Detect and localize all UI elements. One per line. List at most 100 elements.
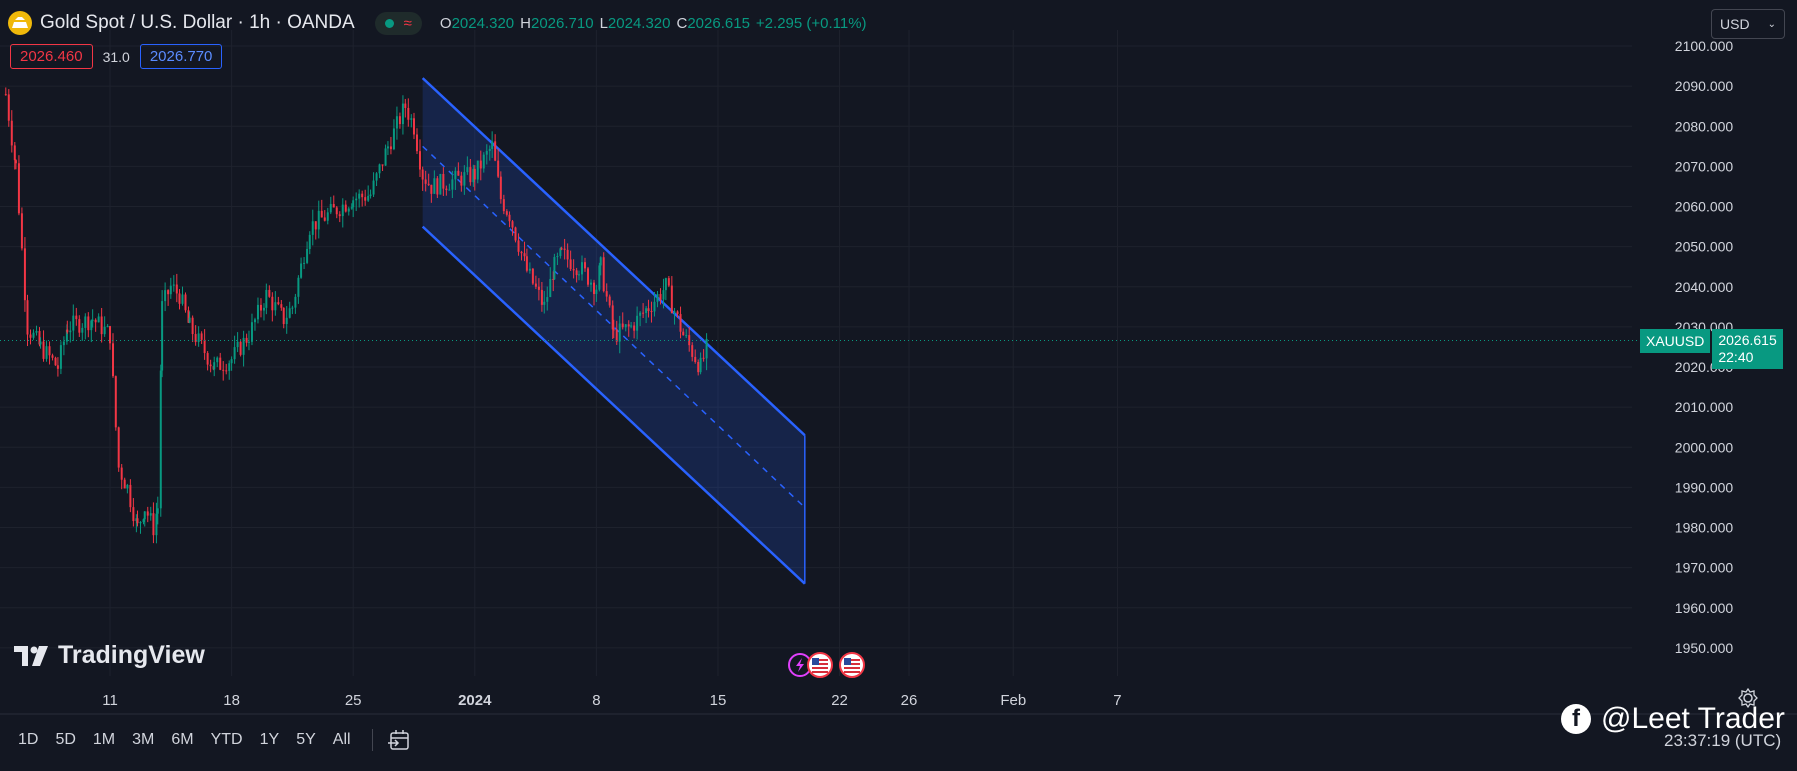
- candle-body: [62, 341, 65, 346]
- candle-body: [250, 322, 253, 342]
- candle-body: [682, 331, 685, 336]
- gear-icon[interactable]: [1737, 687, 1759, 709]
- tf-ytd-button[interactable]: YTD: [210, 731, 243, 748]
- candle-body: [418, 151, 421, 170]
- candle-body: [702, 357, 705, 359]
- candle-body: [291, 307, 294, 309]
- candle-body: [534, 283, 537, 287]
- candle-body: [367, 195, 370, 201]
- x-tick-label: 26: [901, 692, 918, 709]
- candle-body: [120, 467, 123, 480]
- candle-body: [491, 141, 494, 149]
- tf-5d-button[interactable]: 5D: [55, 731, 76, 748]
- trade-prices: 2026.460 31.0 2026.770: [10, 44, 223, 69]
- candle-body: [410, 118, 413, 120]
- candle-body: [103, 326, 106, 335]
- tf-6m-button[interactable]: 6M: [171, 731, 194, 748]
- candle-body: [347, 208, 350, 212]
- date-range-icon[interactable]: [387, 728, 411, 752]
- candle-body: [598, 265, 601, 290]
- price-tag-countdown: 22:40: [1718, 349, 1754, 365]
- candle-body: [615, 329, 618, 342]
- candle-body: [630, 325, 633, 327]
- candle-body: [656, 294, 659, 302]
- candle-body: [219, 357, 222, 370]
- candle-body: [320, 210, 323, 218]
- close-value: 2026.615: [687, 14, 750, 32]
- watermark-text: @Leet Trader: [1601, 702, 1785, 735]
- candle-body: [146, 511, 149, 516]
- candle-body: [280, 304, 283, 308]
- us-flag-icon[interactable]: [839, 652, 865, 678]
- tf-all-button[interactable]: All: [332, 731, 351, 748]
- utc-clock[interactable]: 23:37:19 (UTC): [1664, 731, 1782, 750]
- candle-body: [508, 214, 511, 222]
- candle-body: [664, 278, 667, 291]
- tf-1m-button[interactable]: 1M: [92, 731, 116, 748]
- candle-body: [502, 199, 505, 212]
- candle-body: [566, 249, 569, 260]
- candle-body: [427, 183, 430, 185]
- symbol-title[interactable]: Gold Spot / U.S. Dollar · 1h · OANDA: [40, 12, 355, 33]
- candle-body: [87, 316, 90, 331]
- candle-body: [277, 302, 280, 305]
- gold-symbol-icon[interactable]: [8, 11, 32, 35]
- last-price-tag: XAUUSD 2026.615 22:40: [1640, 329, 1783, 369]
- candle-body: [253, 319, 256, 323]
- tf-1d-button[interactable]: 1D: [18, 731, 39, 748]
- candle-body: [91, 319, 94, 321]
- candle-body: [311, 221, 314, 235]
- candle-body: [559, 248, 562, 257]
- tf-1y-button[interactable]: 1Y: [259, 731, 280, 748]
- candle-body: [172, 284, 175, 286]
- market-status-pill[interactable]: ≈: [374, 11, 422, 35]
- candle-body: [239, 341, 242, 355]
- candle-body: [642, 312, 645, 314]
- price-tag-price: 2026.615: [1718, 332, 1777, 348]
- candle-body: [297, 277, 300, 297]
- currency-select[interactable]: USD ⌄: [1711, 9, 1785, 39]
- candle-body: [673, 311, 676, 314]
- candle-body: [457, 170, 460, 176]
- candle-body: [169, 285, 172, 295]
- candle-body: [694, 356, 697, 363]
- candle-body: [245, 337, 248, 343]
- tradingview-logo[interactable]: TradingView: [14, 641, 205, 670]
- y-tick-label: 2080.000: [1675, 118, 1734, 134]
- candle-body: [66, 329, 69, 333]
- tradingview-logo-text: TradingView: [58, 641, 205, 669]
- candle-body: [494, 141, 497, 161]
- candle-body: [361, 193, 364, 198]
- candle-body: [578, 274, 580, 276]
- candle-body: [17, 163, 20, 214]
- tf-5y-button[interactable]: 5Y: [296, 731, 316, 748]
- tf-3m-button[interactable]: 3M: [132, 731, 155, 748]
- candle-body: [650, 311, 653, 313]
- candle-body: [520, 251, 523, 254]
- candle-body: [424, 179, 427, 184]
- candle-body: [401, 103, 404, 125]
- candle-body: [624, 324, 627, 328]
- low-label: L: [599, 14, 608, 32]
- candle-body: [439, 173, 442, 195]
- sell-price-button[interactable]: 2026.460: [10, 44, 93, 69]
- candle-body: [581, 262, 583, 275]
- candle-body: [132, 507, 135, 522]
- us-flag-icon[interactable]: [807, 652, 833, 678]
- candle-body: [463, 172, 466, 186]
- candle-body: [268, 289, 271, 297]
- candle-body: [344, 204, 347, 212]
- candle-body: [608, 296, 611, 306]
- candle-body: [338, 214, 341, 217]
- candle-body: [94, 319, 97, 323]
- currency-value: USD: [1720, 16, 1750, 32]
- candle-body: [181, 294, 184, 304]
- candle-body: [488, 148, 491, 151]
- candle-body: [29, 334, 32, 338]
- candle-body: [233, 347, 236, 360]
- x-tick-label: Feb: [1000, 692, 1026, 709]
- candle-body: [549, 278, 552, 298]
- buy-price-button[interactable]: 2026.770: [139, 44, 223, 69]
- x-tick-label: 18: [223, 692, 240, 709]
